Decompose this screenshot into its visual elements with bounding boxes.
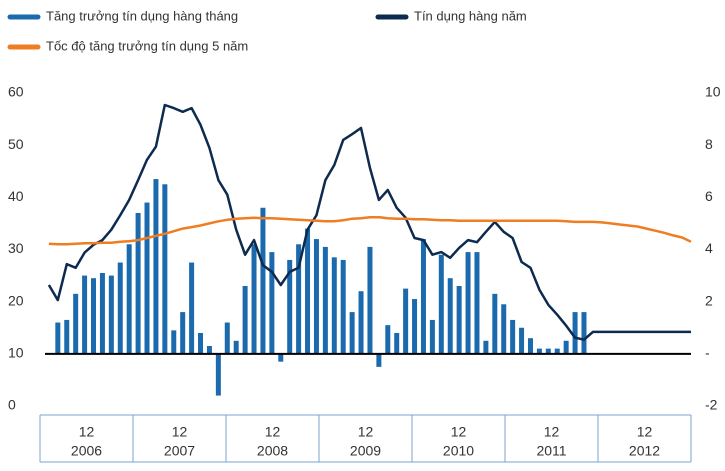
bar [420, 239, 426, 354]
x-tick-month: 12 [358, 424, 374, 440]
bar [189, 262, 195, 354]
bar [296, 244, 302, 354]
y2-tick-label: 2 [705, 292, 713, 308]
x-tick-year: 2006 [71, 443, 102, 459]
bar [287, 259, 293, 354]
bar [82, 275, 88, 354]
bar [305, 228, 311, 354]
bar [153, 179, 159, 354]
bar [394, 332, 400, 354]
bar [260, 207, 266, 354]
y-tick-label: 40 [8, 188, 24, 204]
x-tick-month: 12 [265, 424, 281, 440]
bar [180, 312, 186, 354]
line [48, 215, 692, 246]
bar [313, 239, 319, 354]
x-tick-year: 2008 [257, 443, 288, 459]
bar [438, 254, 444, 354]
x-tick-month: 12 [451, 424, 467, 440]
bar [233, 340, 239, 354]
bar [215, 353, 221, 396]
x-tick-year: 2009 [350, 443, 381, 459]
y-tick-label: 30 [8, 240, 24, 256]
x-tick-month: 12 [544, 424, 560, 440]
y-tick-label: 60 [8, 84, 24, 100]
x-tick-year: 2011 [536, 443, 566, 459]
bar [162, 184, 168, 354]
bar [572, 312, 578, 354]
bar [269, 252, 275, 354]
bar [135, 212, 141, 354]
x-tick-year: 2010 [443, 443, 474, 459]
bar [224, 322, 230, 354]
bar [358, 291, 364, 354]
bar [331, 257, 337, 354]
bar [198, 332, 204, 354]
bar [545, 348, 551, 354]
legend-label: Tăng trưởng tín dụng hàng tháng [46, 8, 238, 23]
y-tick-label: 20 [8, 292, 24, 308]
bar [108, 275, 114, 354]
bar [376, 353, 382, 367]
bar [117, 262, 123, 354]
bar [403, 288, 409, 354]
bar [251, 244, 257, 354]
bar [340, 259, 346, 354]
legend-label: Tốc độ tăng trưởng tín dụng 5 năm [46, 38, 248, 53]
bar [242, 286, 248, 354]
legend-label: Tín dụng hàng năm [414, 8, 527, 23]
bar [349, 312, 355, 354]
x-tick-month: 12 [79, 424, 95, 440]
y2-tick-label: -2 [705, 397, 718, 413]
bar [206, 346, 212, 354]
bar [581, 312, 587, 354]
y2-tick-label: 4 [705, 240, 713, 256]
y2-tick-label: 10 [705, 84, 721, 100]
bar [171, 330, 177, 354]
bar [385, 325, 391, 354]
line [47, 103, 691, 341]
bar [536, 348, 542, 354]
bar [563, 340, 569, 354]
y2-tick-label: 8 [705, 136, 713, 152]
y-tick-label: 0 [8, 397, 16, 413]
bar [483, 340, 489, 354]
y2-tick-label: 6 [705, 188, 713, 204]
bar [456, 286, 462, 354]
bar [519, 327, 525, 354]
y2-tick-label: - [705, 345, 710, 361]
bar [126, 244, 132, 354]
bar [367, 246, 373, 354]
bar [429, 319, 435, 354]
bar [278, 353, 284, 362]
bar [322, 246, 328, 354]
y-tick-label: 50 [8, 136, 24, 152]
x-tick-month: 12 [637, 424, 653, 440]
bar [412, 299, 418, 354]
x-tick-year: 2007 [164, 443, 195, 459]
y-tick-label: 10 [8, 345, 24, 361]
x-tick-year: 2012 [629, 443, 660, 459]
bar [144, 202, 150, 354]
x-tick-month: 12 [172, 424, 188, 440]
bar [510, 319, 516, 354]
bar [64, 319, 70, 354]
bar [492, 293, 498, 354]
bar [55, 322, 61, 354]
bar [465, 252, 471, 354]
bar [91, 278, 97, 354]
bar [99, 272, 105, 354]
bar [474, 252, 480, 354]
bar [554, 348, 560, 354]
bar [73, 293, 79, 354]
bar [447, 278, 453, 354]
bar [501, 304, 507, 354]
bar [527, 338, 533, 354]
